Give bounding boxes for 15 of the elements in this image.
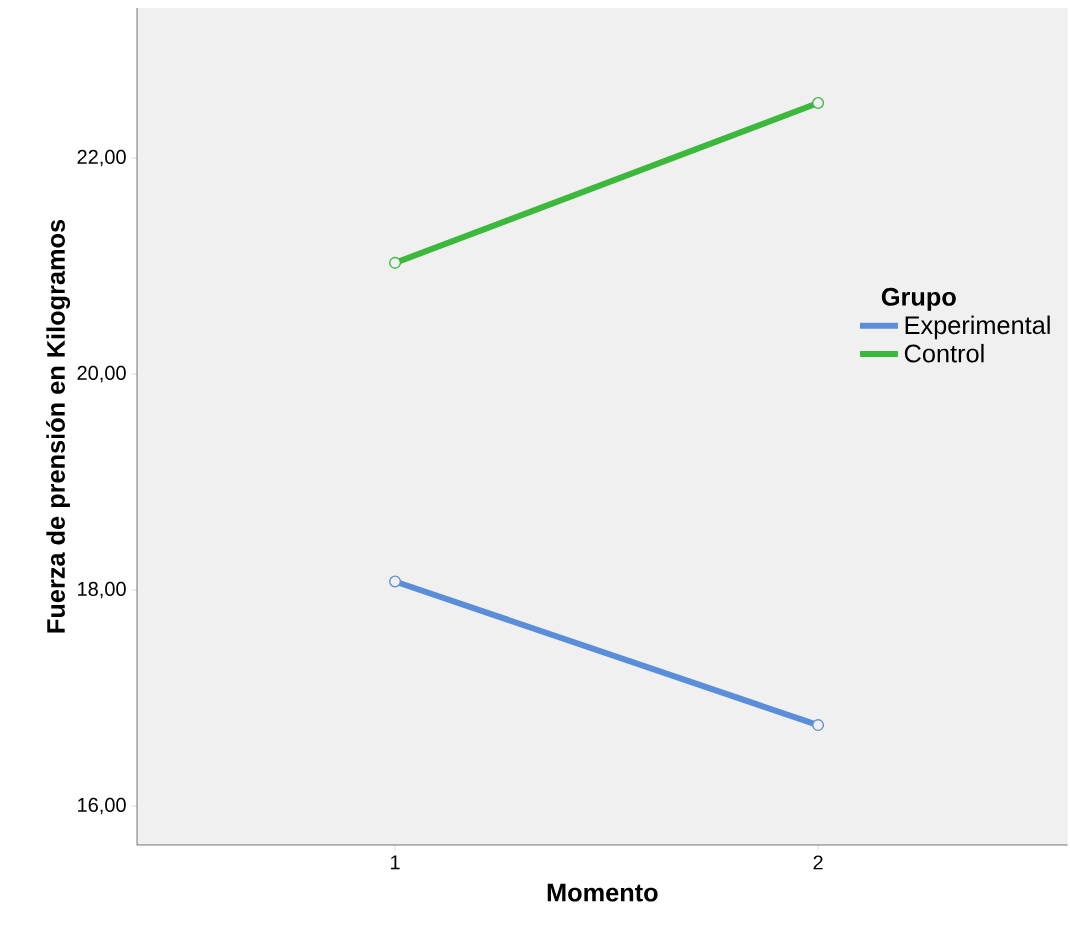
y-axis-title: Fuerza de prensión en Kilogramos bbox=[46, 219, 71, 633]
point bbox=[812, 97, 825, 110]
y-tick-label: 18,00 bbox=[78, 581, 126, 599]
x-tick-label: 1 bbox=[391, 855, 400, 870]
legend-label: Experimental bbox=[905, 315, 1050, 340]
legend-label: Control bbox=[904, 343, 984, 363]
x-tick-label: 2 bbox=[813, 855, 823, 870]
x-axis-title: Momento bbox=[547, 883, 658, 902]
point bbox=[812, 719, 825, 732]
y-tick-label: 22,00 bbox=[77, 149, 126, 167]
y-tick-label: 16,00 bbox=[78, 797, 126, 815]
point bbox=[389, 575, 402, 588]
legend-title: Grupo bbox=[881, 287, 956, 311]
y-tick-label: 20,00 bbox=[77, 365, 126, 383]
point bbox=[389, 256, 402, 269]
